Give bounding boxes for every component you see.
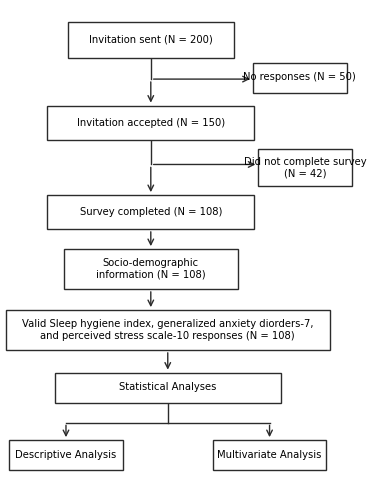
FancyBboxPatch shape [47, 106, 254, 140]
FancyBboxPatch shape [253, 62, 347, 92]
FancyBboxPatch shape [258, 149, 352, 186]
FancyBboxPatch shape [47, 195, 254, 229]
FancyBboxPatch shape [55, 372, 281, 402]
FancyBboxPatch shape [64, 249, 238, 289]
Text: Survey completed (N = 108): Survey completed (N = 108) [80, 207, 222, 217]
FancyBboxPatch shape [68, 22, 234, 58]
Text: No responses (N = 50): No responses (N = 50) [243, 72, 356, 83]
Text: Invitation sent (N = 200): Invitation sent (N = 200) [89, 35, 213, 45]
Text: Valid Sleep hygiene index, generalized anxiety diorders-7,
and perceived stress : Valid Sleep hygiene index, generalized a… [22, 319, 314, 341]
Text: Did not complete survey
(N = 42): Did not complete survey (N = 42) [244, 156, 367, 178]
Text: Invitation accepted (N = 150): Invitation accepted (N = 150) [77, 118, 225, 128]
FancyBboxPatch shape [6, 310, 330, 350]
Text: Descriptive Analysis: Descriptive Analysis [15, 450, 116, 460]
Text: Statistical Analyses: Statistical Analyses [119, 382, 216, 392]
FancyBboxPatch shape [9, 440, 123, 470]
Text: Socio-demographic
information (N = 108): Socio-demographic information (N = 108) [96, 258, 205, 280]
Text: Multivariate Analysis: Multivariate Analysis [218, 450, 322, 460]
FancyBboxPatch shape [213, 440, 326, 470]
